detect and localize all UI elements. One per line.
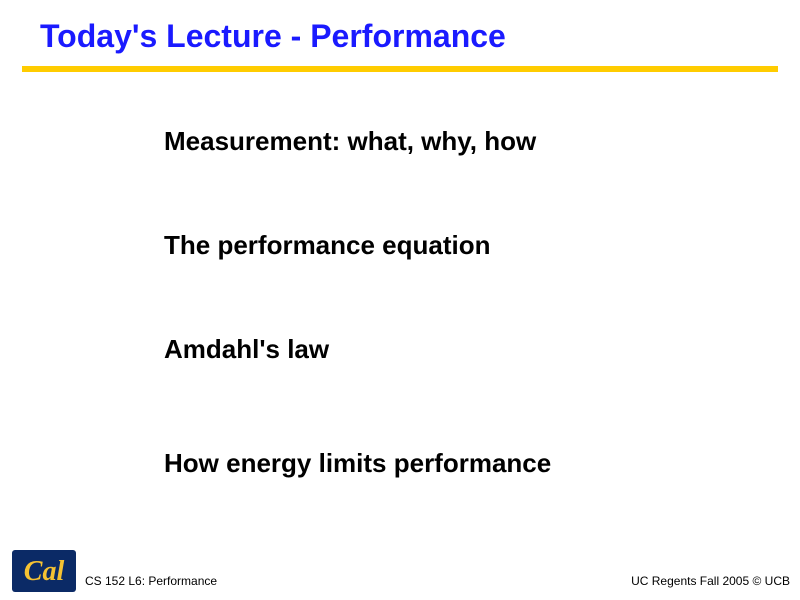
bullet-0: Measurement: what, why, how [164,126,536,157]
title-underline [22,66,778,72]
slide: Today's Lecture - Performance Measuremen… [0,0,800,600]
bullet-3: How energy limits performance [164,448,551,479]
cal-logo-svg: Cal [12,550,76,592]
footer-right: UC Regents Fall 2005 © UCB [631,574,790,588]
footer-left: CS 152 L6: Performance [85,574,217,588]
slide-title: Today's Lecture - Performance [40,18,506,55]
cal-logo-icon: Cal [12,550,76,592]
cal-logo-text: Cal [24,556,65,587]
bullet-1: The performance equation [164,230,491,261]
bullet-2: Amdahl's law [164,334,329,365]
